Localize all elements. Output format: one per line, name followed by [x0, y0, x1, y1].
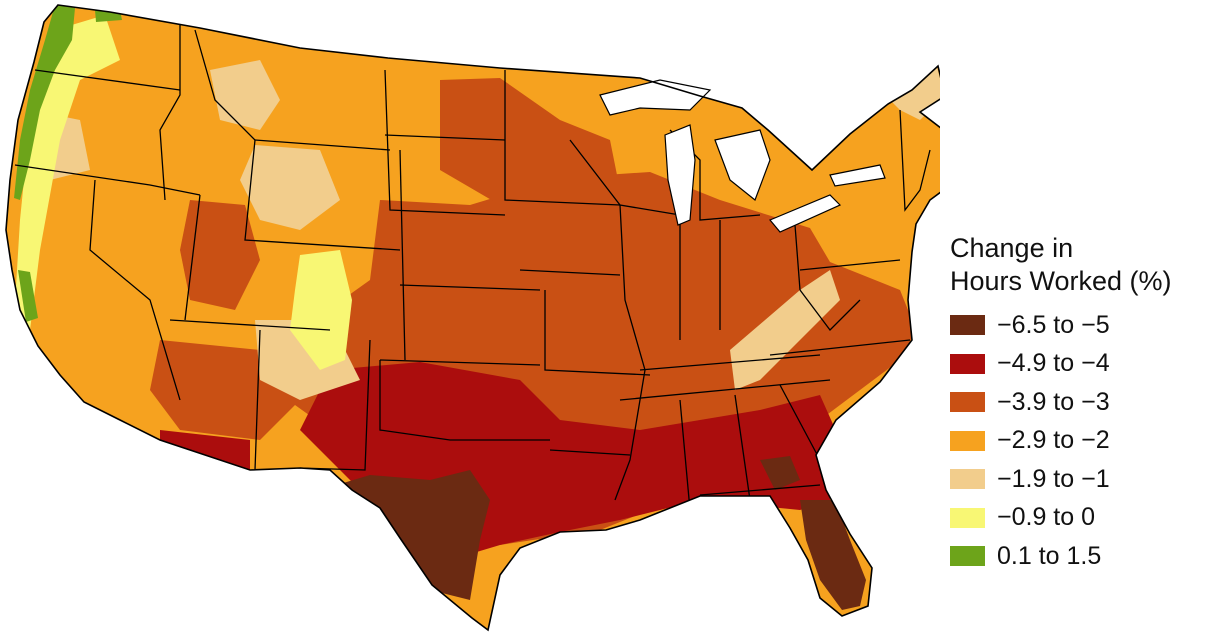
region-fill-georgia-spot — [760, 456, 800, 490]
region-fill-texas — [320, 470, 490, 600]
state-line-ar-la — [549, 449, 631, 456]
state-line-nd-sd — [384, 134, 506, 141]
state-line-new-england — [899, 109, 931, 212]
lake-ontario — [829, 164, 886, 187]
state-line-wi-il — [569, 139, 681, 216]
legend-label: −6.5 to −5 — [997, 310, 1110, 339]
region-fill-rockies-a — [240, 145, 340, 230]
state-line-al-ga — [734, 394, 751, 501]
legend-item: −0.9 to 0 — [950, 499, 1218, 538]
legend-item: −2.9 to −2 — [950, 422, 1218, 461]
legend-swatch — [950, 469, 985, 490]
legend-swatch — [950, 507, 985, 528]
legend-item: −6.5 to −5 — [950, 306, 1218, 345]
state-line-mo-ar — [544, 290, 651, 376]
great-lakes — [599, 79, 886, 233]
region-fill-upper-midwest — [440, 78, 620, 210]
state-line-nc-va — [769, 339, 911, 356]
state-line-ga-fl — [699, 484, 821, 496]
map-legend: Change in Hours Worked (%) −6.5 to −5 −4… — [950, 232, 1218, 576]
region-fill-florida — [800, 500, 866, 610]
legend-swatch — [950, 430, 985, 451]
legend-swatch — [950, 353, 985, 374]
legend-label: −0.9 to 0 — [997, 503, 1095, 532]
legend-title-line2: Hours Worked (%) — [950, 266, 1172, 296]
state-line-ca-nv — [89, 179, 181, 401]
region-fill-interior-west-a — [180, 200, 260, 310]
us-county-choropleth-map — [5, 4, 940, 632]
state-line-ks-ok — [379, 359, 541, 366]
state-boundaries — [14, 25, 931, 511]
state-line-mt-wy — [254, 139, 391, 151]
legend-label: −1.9 to −1 — [997, 464, 1110, 493]
state-line-or-ca-nv — [14, 164, 201, 196]
state-line-mn-ia — [504, 70, 621, 206]
legend-label: −2.9 to −2 — [997, 426, 1110, 455]
legend-swatch — [950, 392, 985, 413]
legend-title-line1: Change in — [950, 233, 1074, 263]
state-line-wy-co — [244, 139, 401, 251]
lake-huron — [714, 129, 771, 201]
legend-title: Change in Hours Worked (%) — [950, 232, 1218, 298]
legend-label: 0.1 to 1.5 — [997, 541, 1102, 570]
state-line-co-east — [399, 149, 406, 361]
state-line-ia-mo — [519, 269, 621, 276]
legend-item: −1.9 to −1 — [950, 460, 1218, 499]
state-line-ny-pa — [799, 259, 901, 271]
us-outline — [5, 4, 940, 632]
state-line-wa-or — [34, 69, 181, 91]
region-fill-coastal-green — [14, 5, 75, 200]
region-fill-utah-yellow — [290, 250, 352, 370]
legend-item: −4.9 to −4 — [950, 345, 1218, 384]
legend-swatch — [950, 546, 985, 567]
lake-erie — [769, 194, 842, 233]
state-line-ne-ks — [399, 284, 541, 291]
state-line-ga-sc — [779, 384, 821, 461]
region-fill-coastal-green-south — [18, 270, 38, 322]
state-line-ok-tx — [379, 360, 550, 441]
state-line-ms-al — [679, 399, 691, 511]
legend-item: −3.9 to −3 — [950, 383, 1218, 422]
state-line-mt-id — [194, 29, 256, 141]
state-line-ky-tn — [639, 354, 821, 371]
state-line-va-wv — [799, 289, 861, 331]
state-line-id-west — [159, 25, 181, 201]
state-line-az-nm — [254, 329, 261, 471]
state-line-nv-ut — [184, 194, 201, 321]
state-line-tn-south — [619, 379, 831, 401]
state-line-oh-pa — [794, 224, 801, 291]
legend-item: 0.1 to 1.5 — [950, 537, 1218, 576]
legend-label: −4.9 to −4 — [997, 349, 1110, 378]
legend-label: −3.9 to −3 — [997, 387, 1110, 416]
legend-swatch — [950, 315, 985, 336]
state-line-dakotas — [384, 69, 506, 216]
legend-items: −6.5 to −5 −4.9 to −4 −3.9 to −3 −2.9 to… — [950, 306, 1218, 576]
county-fill-layer — [6, 5, 940, 630]
lake-superior — [599, 79, 712, 116]
state-line-ut-az — [169, 319, 331, 331]
lake-michigan — [664, 124, 696, 226]
